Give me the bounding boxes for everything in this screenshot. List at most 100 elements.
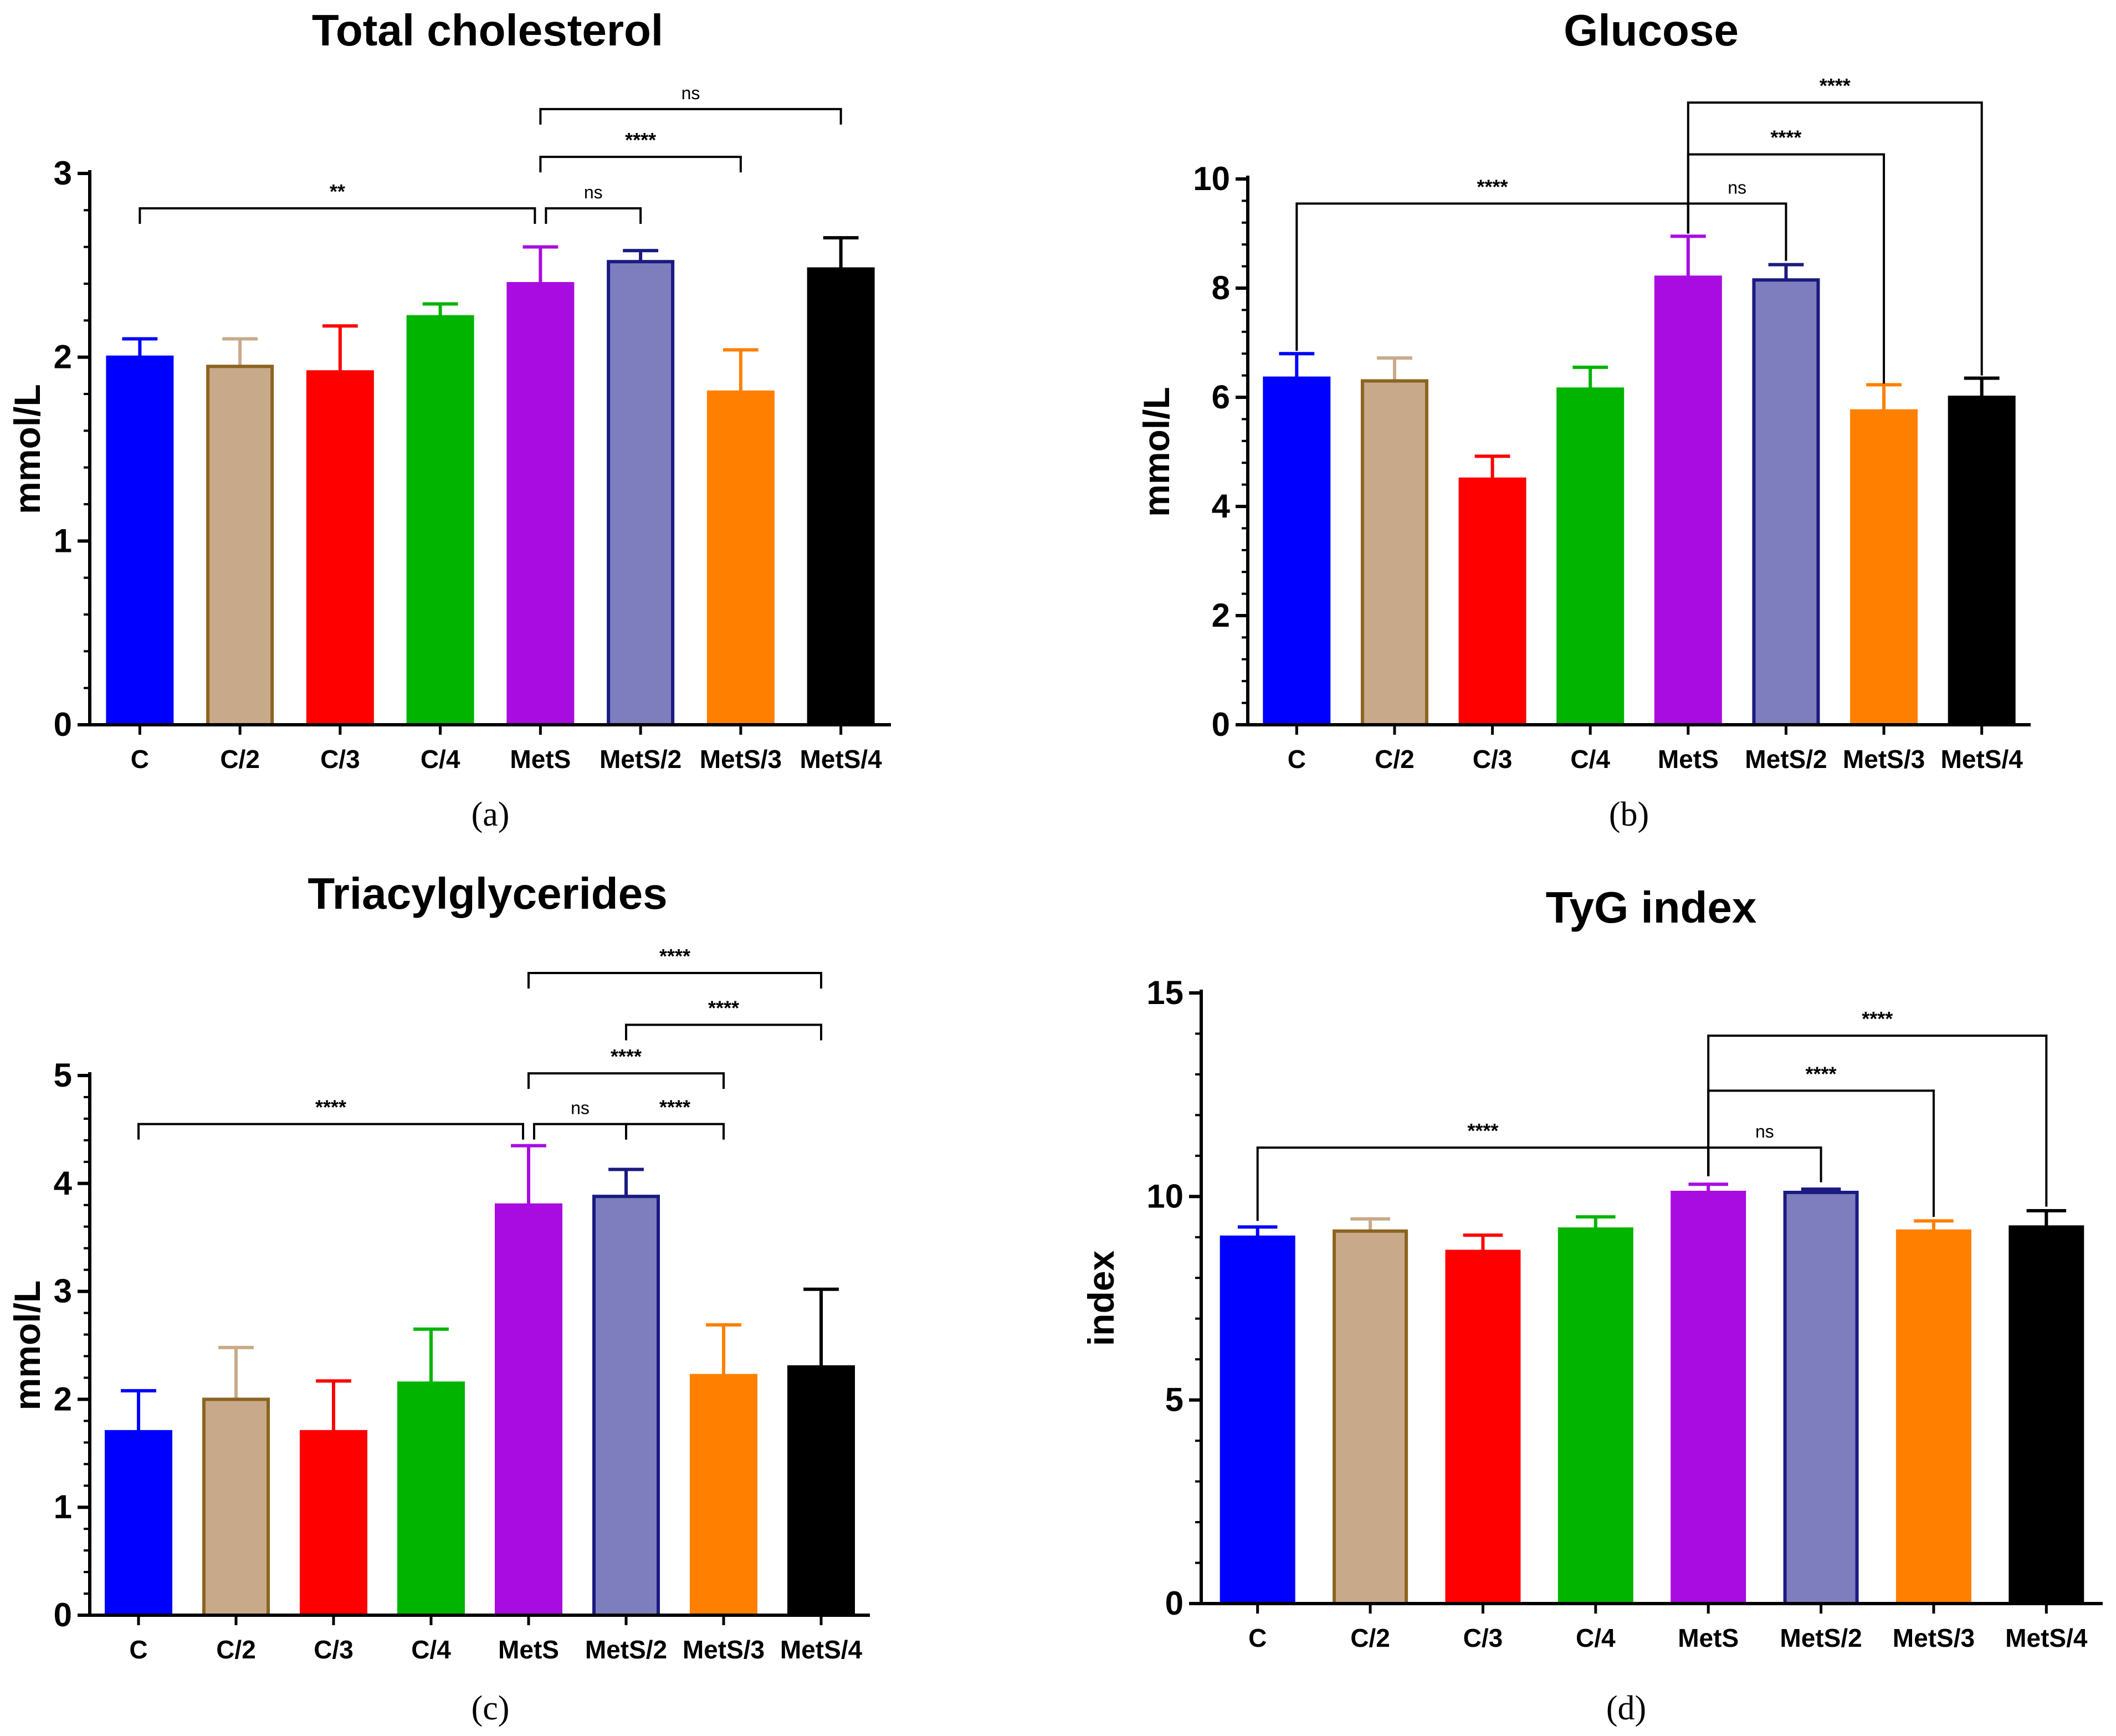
significance-label: ** [330,180,345,203]
bar-C/2 [206,365,274,726]
bar-MetS/2 [1752,278,1820,727]
x-tick-label: MetS [510,745,571,774]
significance-label: **** [1806,1062,1837,1085]
panel-label: (b) [1609,796,1649,833]
x-tick-label: MetS/4 [1941,745,2023,774]
x-tick-label: C/4 [1570,745,1610,774]
significance-bracket [625,1123,725,1140]
panel-label: (d) [1606,1689,1646,1727]
bar-MetS/4 [787,1365,855,1617]
chart-panel-b: Glucose mmol/L 0 2 4 6 8 10 C C/2 C/3 C/4 MetS MetS/2… [1136,6,2031,833]
significance-label: **** [1770,126,1801,149]
bar-C [1220,1235,1295,1606]
bar-C/3 [300,1430,367,1617]
y-tick-label: 2 [54,339,72,376]
y-tick-label: 6 [1212,378,1230,416]
x-tick-label: C [131,745,149,774]
x-tick-label: C/4 [421,745,460,774]
bar-MetS [506,282,575,726]
x-tick-label: MetS/4 [800,745,882,774]
significance-label: **** [659,1096,690,1119]
bar-MetS [1654,275,1722,726]
significance-label: ns [1728,177,1746,197]
y-tick-label: 5 [1165,1381,1183,1418]
bar-C [105,1430,172,1617]
y-tick-label: 15 [1146,974,1183,1011]
bar-C/2 [202,1397,270,1617]
x-tick-label: C/2 [1350,1624,1390,1652]
y-tick-label: 3 [54,155,72,192]
y-tick-label: 0 [54,1596,72,1633]
y-axis-label: mmol/L [1136,387,1177,517]
y-tick-label: 0 [54,706,72,743]
y-tick-label: 8 [1212,269,1230,306]
bar-MetS [1671,1190,1746,1605]
significance-label: **** [708,996,739,1019]
x-tick-label: MetS/2 [600,745,682,774]
x-tick-label: C [1288,745,1306,774]
significance-bracket [533,1123,627,1140]
y-tick-label: 10 [1193,160,1230,197]
significance-label: **** [659,945,690,967]
chart-panel-a: Total cholesterol mmol/L 0 1 2 3 C C/2 C/3 C/4 Met… [7,6,891,833]
x-tick-label: MetS [498,1635,559,1664]
panel-label: (a) [472,796,510,833]
significance-bracket [1256,1146,1710,1221]
significance-bracket [1687,101,1983,376]
y-tick-label: 1 [54,522,72,559]
x-tick-label: C/2 [220,745,260,774]
significance-bracket [139,207,536,224]
x-tick-label: MetS/3 [1893,1624,1975,1652]
significance-label: **** [611,1045,642,1068]
bar-C [1263,376,1331,726]
significance-label: **** [1862,1007,1893,1030]
y-tick-label: 5 [54,1057,72,1094]
y-axis-label: mmol/L [7,384,48,514]
y-tick-label: 10 [1146,1177,1183,1215]
bar-C/4 [1557,1227,1633,1605]
y-tick-label: 4 [54,1165,73,1202]
x-tick-label: C/3 [1473,745,1513,774]
significance-bracket [539,156,742,173]
bar-MetS/2 [1783,1190,1859,1605]
significance-label: **** [315,1096,346,1119]
bar-MetS [495,1203,562,1617]
x-tick-label: MetS/3 [700,745,782,774]
chart-panel-d: TyG index index 0 5 10 15 C C/2 C/3 C/4 MetS MetS/2… [1080,883,2103,1727]
bar-MetS/2 [592,1195,660,1617]
bar-MetS/2 [607,260,675,726]
significance-bracket [527,1072,725,1089]
bar-MetS/3 [1850,409,1918,726]
chart-title: Triacylglycerides [308,869,667,918]
significance-label: ns [1755,1122,1774,1141]
x-tick-label: C/3 [314,1635,353,1664]
bar-MetS/4 [807,267,875,726]
significance-label: ns [682,83,700,103]
significance-bracket [527,971,822,989]
chart-title: Glucose [1564,6,1739,55]
significance-label: ns [571,1098,590,1118]
panel-label: (c) [472,1689,510,1727]
x-tick-label: C/4 [411,1635,451,1664]
significance-label: **** [625,129,656,151]
bar-MetS/3 [1895,1229,1971,1605]
significance-label: **** [1477,175,1508,198]
significance-bracket [539,107,842,125]
significance-label: **** [1820,74,1851,97]
y-tick-label: 0 [1212,706,1230,743]
x-tick-label: MetS/2 [585,1635,667,1664]
significance-bracket [137,1123,524,1140]
chart-title: Total cholesterol [312,6,663,55]
x-tick-label: C/3 [320,745,360,774]
y-tick-label: 2 [1212,597,1230,634]
bar-C/2 [1360,379,1428,726]
significance-bracket [1687,202,1787,261]
significance-bracket [1707,1146,1822,1182]
bar-C/3 [306,370,374,726]
x-tick-label: MetS/4 [2005,1624,2088,1652]
y-tick-label: 1 [54,1488,72,1525]
chart-title: TyG index [1546,883,1757,932]
bar-C/3 [1458,477,1526,726]
bar-C/4 [397,1381,465,1617]
